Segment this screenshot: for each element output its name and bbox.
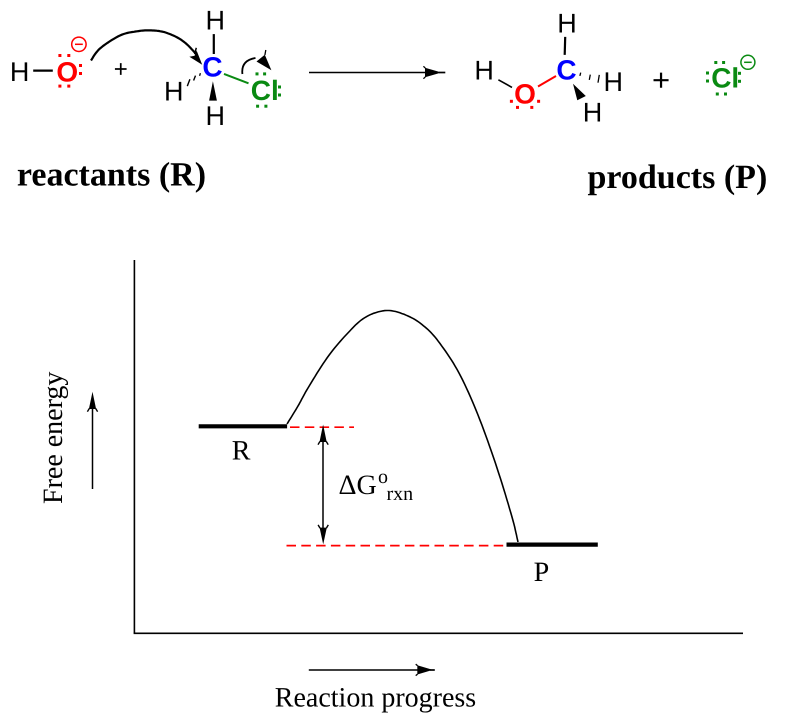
svg-text:ΔG: ΔG: [339, 470, 377, 501]
svg-text:Cl: Cl: [251, 75, 279, 106]
svg-text:H: H: [10, 57, 30, 87]
svg-text:+: +: [114, 56, 128, 83]
svg-text:Free energy: Free energy: [38, 372, 69, 504]
svg-text:H: H: [164, 76, 184, 106]
svg-text:Reaction progress: Reaction progress: [275, 683, 476, 713]
svg-text:P: P: [534, 557, 550, 588]
svg-text:R: R: [232, 436, 251, 467]
svg-text:H: H: [583, 97, 603, 127]
svg-text:C: C: [202, 52, 222, 83]
svg-text:H: H: [206, 101, 226, 131]
svg-text:o: o: [378, 466, 388, 488]
svg-text:O: O: [514, 79, 536, 110]
svg-text:O: O: [56, 57, 78, 88]
svg-text:products (P): products (P): [588, 159, 768, 196]
svg-text:rxn: rxn: [387, 483, 414, 505]
svg-text:H: H: [474, 56, 494, 86]
svg-text:+: +: [652, 62, 670, 97]
svg-text:reactants (R): reactants (R): [17, 156, 206, 193]
svg-text:Cl: Cl: [711, 63, 739, 94]
svg-text:C: C: [556, 55, 576, 86]
svg-text:H: H: [557, 8, 577, 38]
svg-text:H: H: [206, 5, 226, 35]
svg-text:H: H: [604, 67, 624, 97]
